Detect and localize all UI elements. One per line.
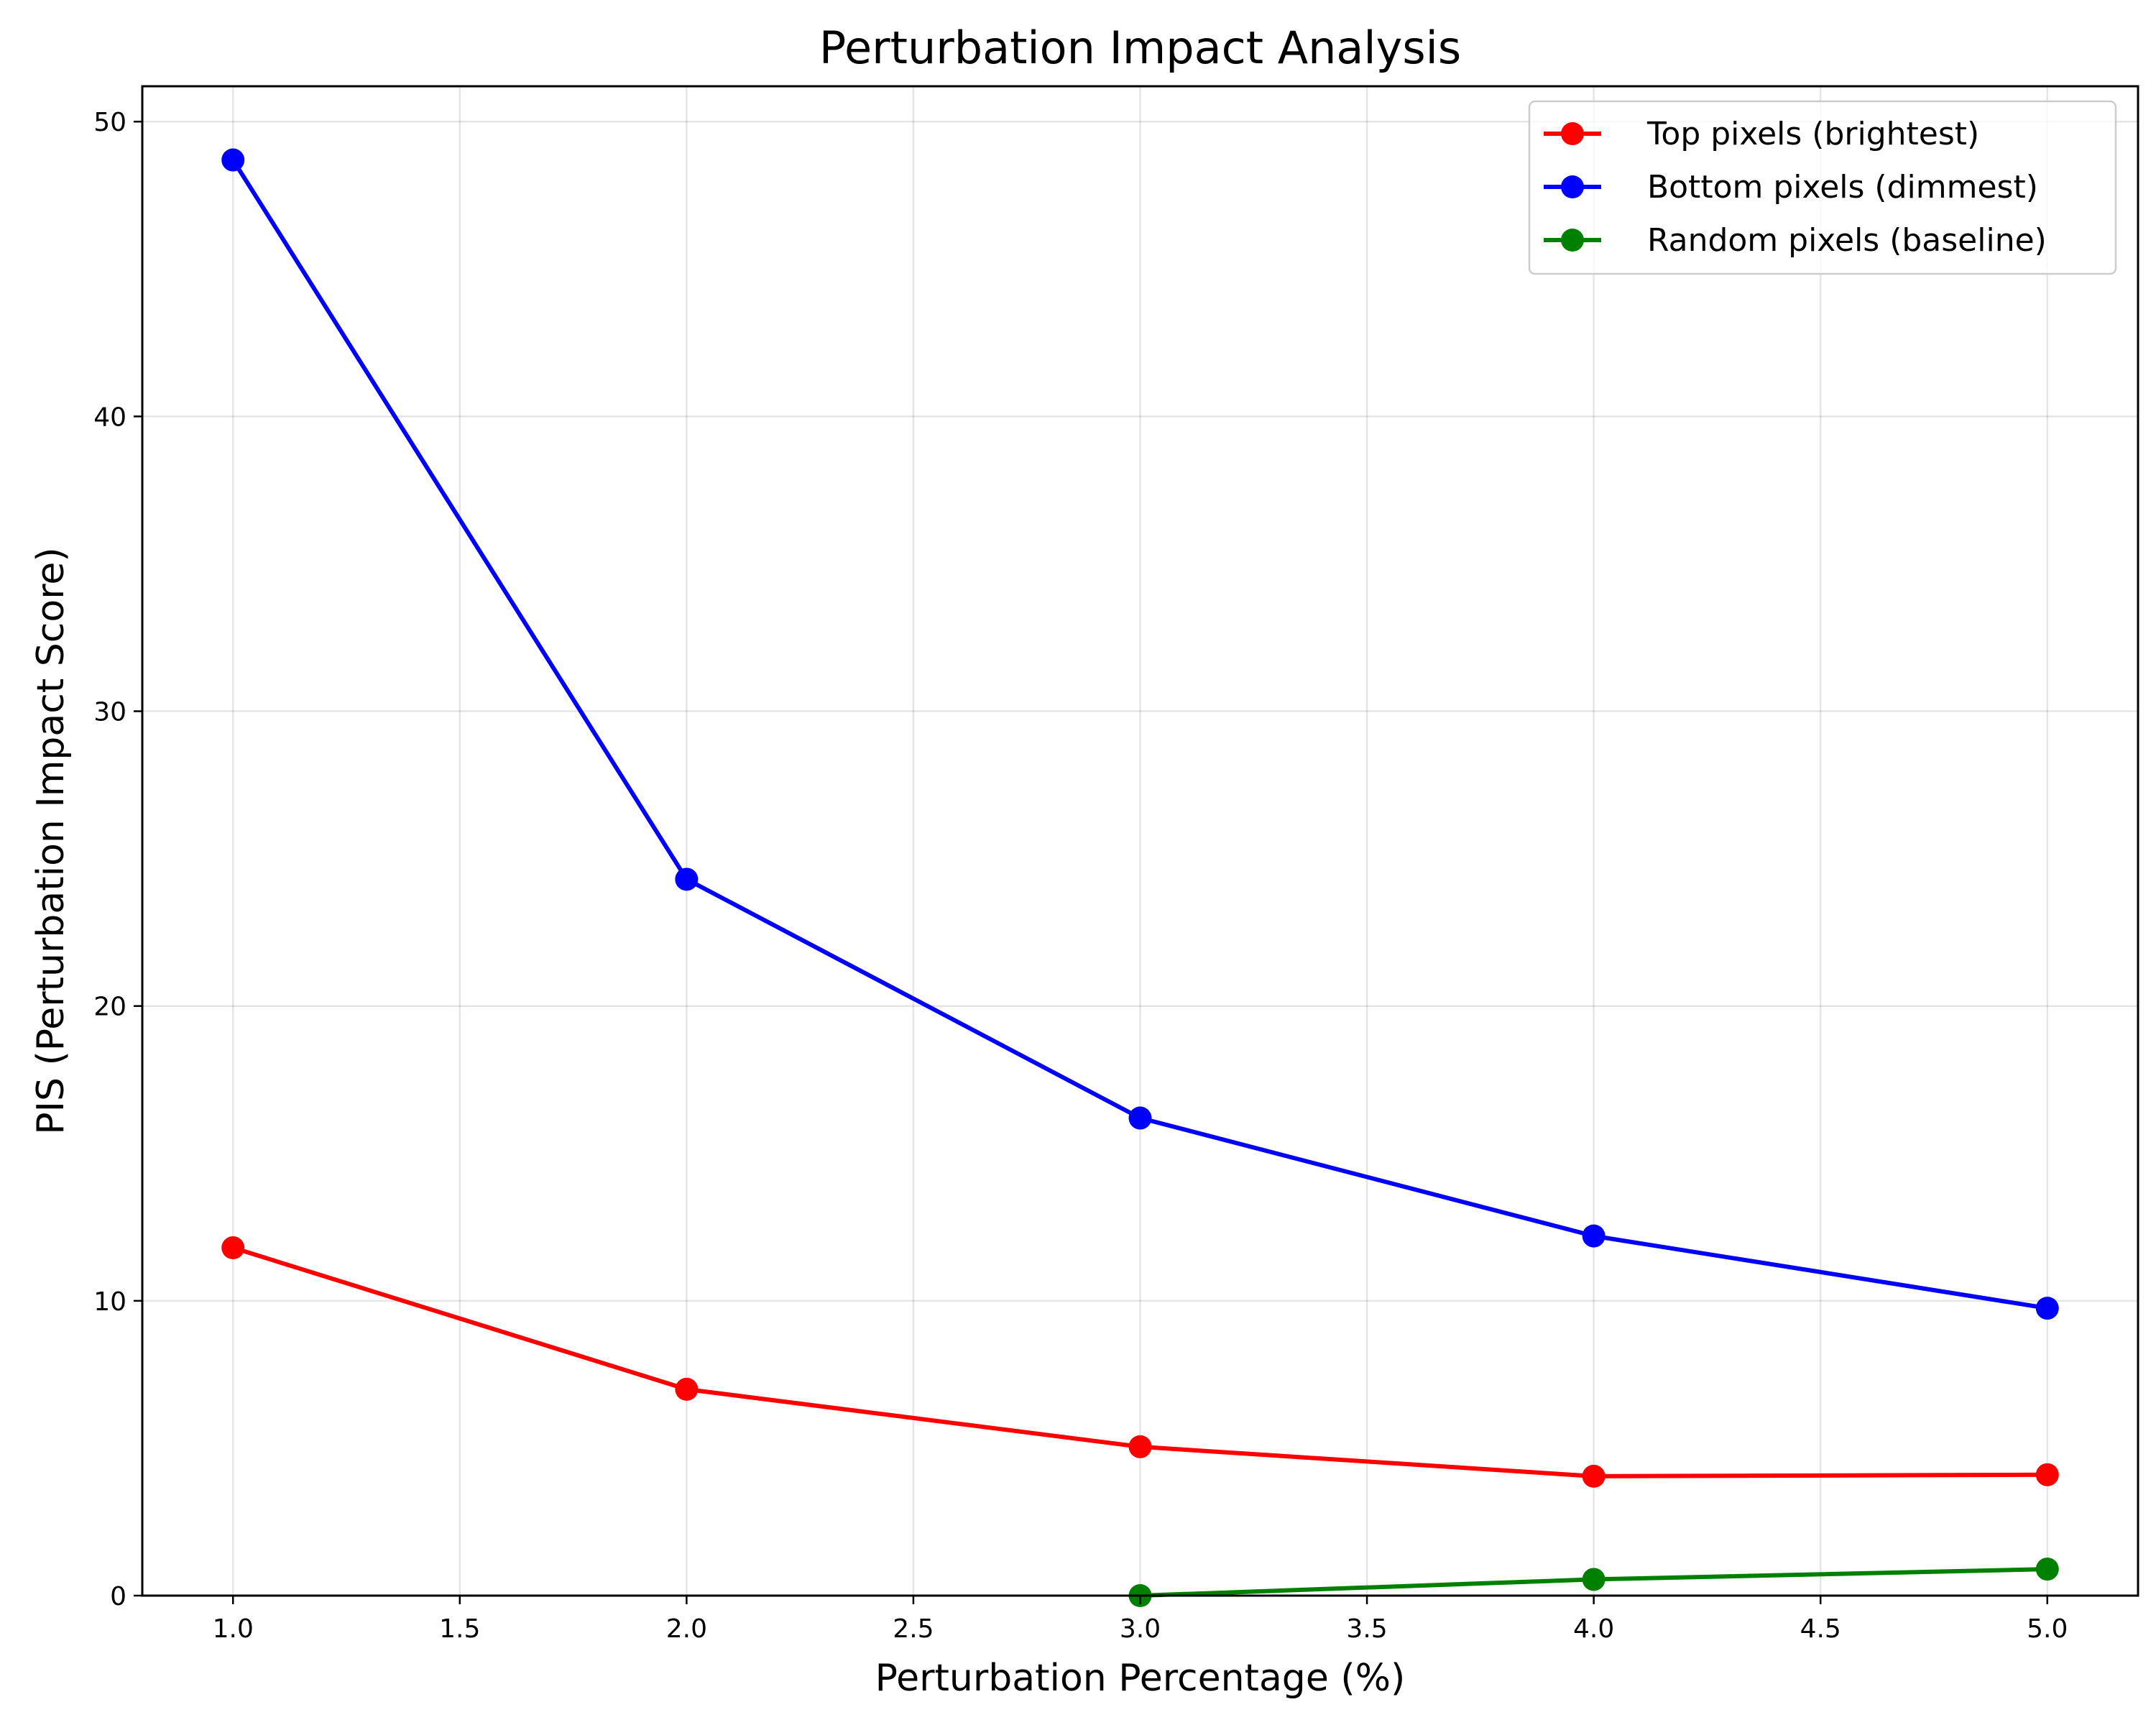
legend-box	[1528, 100, 2117, 275]
legend-swatch-marker	[1561, 229, 1584, 252]
y-tick-label: 0	[110, 1582, 126, 1611]
data-point	[221, 1236, 245, 1260]
x-tick-label: 1.0	[213, 1614, 254, 1644]
chart-title: Perturbation Impact Analysis	[819, 22, 1461, 74]
legend-label: Top pixels (brightest)	[1646, 116, 1979, 152]
legend-item: Random pixels (baseline)	[1544, 222, 2047, 259]
x-tick-label: 2.0	[666, 1614, 707, 1644]
data-point	[675, 1377, 699, 1401]
series-2	[221, 148, 2059, 1320]
y-tick-label: 10	[93, 1287, 126, 1317]
data-point	[2035, 1558, 2059, 1581]
y-tick-label: 30	[93, 698, 126, 727]
x-tick-label: 3.0	[1120, 1614, 1161, 1644]
y-tick-label: 20	[93, 993, 126, 1022]
legend-swatch-marker	[1561, 175, 1584, 198]
data-point	[675, 868, 699, 891]
y-tick-label: 40	[93, 402, 126, 432]
legend: Top pixels (brightest) Bottom pixels (dim…	[1528, 100, 2117, 275]
legend-label: Random pixels (baseline)	[1647, 222, 2047, 259]
data-point	[2035, 1463, 2059, 1486]
data-point	[1582, 1568, 1606, 1591]
legend-label: Bottom pixels (dimmest)	[1647, 169, 2038, 206]
x-tick-label: 5.0	[2027, 1614, 2068, 1644]
x-tick-label: 2.5	[893, 1614, 934, 1644]
legend-item: Bottom pixels (dimmest)	[1544, 169, 2038, 206]
x-axis-label: Perturbation Percentage (%)	[875, 1657, 1406, 1700]
data-point	[221, 148, 245, 172]
x-tick-label: 4.0	[1573, 1614, 1614, 1644]
legend-swatch-marker	[1561, 122, 1584, 145]
y-tick-label: 50	[93, 108, 126, 137]
y-axis-label: PIS (Perturbation Impact Score)	[29, 547, 73, 1134]
data-point	[1582, 1464, 1606, 1488]
data-point	[1128, 1106, 1152, 1130]
data-point	[2035, 1297, 2059, 1320]
data-point	[1582, 1224, 1606, 1248]
x-tick-label: 4.5	[1800, 1614, 1841, 1644]
data-point	[1128, 1435, 1152, 1458]
series-1	[221, 1236, 2059, 1488]
x-tick-label: 3.5	[1346, 1614, 1387, 1644]
legend-item: Top pixels (brightest)	[1544, 116, 1979, 152]
x-tick-label: 1.5	[439, 1614, 480, 1644]
axis-ticks: 1.0 1.5 2.0 2.5 3.0 3.5 4.0 4.5 5.0 0 10 20 30 40 50	[93, 108, 2068, 1644]
